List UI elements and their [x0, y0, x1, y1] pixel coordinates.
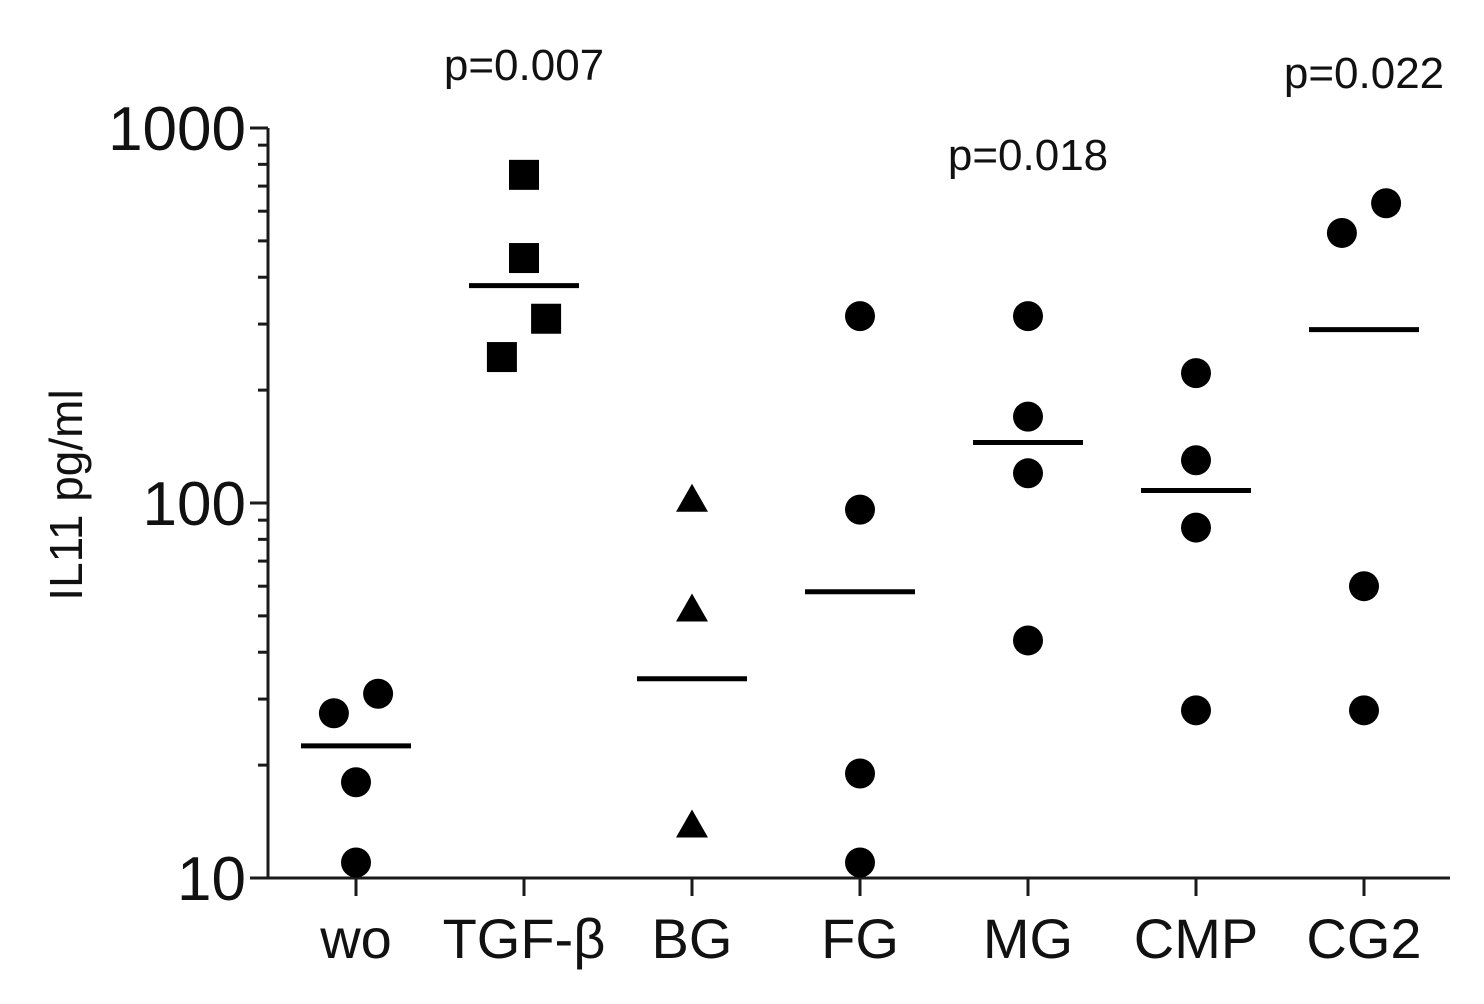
data-point-circle — [1371, 188, 1402, 219]
data-point-circle — [1181, 512, 1211, 543]
data-point-triangle — [676, 593, 708, 622]
y-ticks: 10 100 1000 — [108, 95, 268, 914]
p-value-label: p=0.007 — [444, 41, 604, 90]
data-point-circle — [1013, 625, 1043, 656]
p-value-label: p=0.022 — [1284, 49, 1444, 98]
y-axis-label: IL11 pg/ml — [40, 389, 92, 600]
y-tick-label: 10 — [177, 845, 246, 914]
data-point-circle — [341, 767, 371, 798]
y-tick-label: 100 — [143, 470, 246, 539]
data-point-circle — [363, 678, 394, 709]
data-point-triangle — [676, 483, 708, 512]
x-tick-label: wo — [319, 907, 392, 970]
p-value-annotations: p=0.007 p=0.018 p=0.022 — [444, 41, 1444, 180]
data-point-circle — [318, 698, 349, 729]
data-points — [318, 159, 1402, 878]
data-point-square — [509, 243, 539, 274]
x-tick-label: MG — [983, 907, 1073, 970]
x-tick-label: BG — [652, 907, 733, 970]
data-point-circle — [1349, 695, 1379, 726]
data-point-circle — [845, 847, 875, 878]
p-value-label: p=0.018 — [948, 131, 1108, 180]
x-ticks: wo TGF-β BG FG MG CMP CG2 — [319, 878, 1422, 970]
data-point-circle — [1013, 458, 1043, 489]
group-means — [301, 283, 1419, 749]
x-tick-label: CG2 — [1306, 907, 1421, 970]
y-tick-label: 1000 — [108, 95, 246, 164]
data-point-square — [486, 342, 517, 373]
data-point-triangle — [676, 809, 708, 838]
x-tick-label: CMP — [1134, 907, 1258, 970]
data-point-square — [531, 303, 562, 334]
data-point-circle — [845, 494, 875, 525]
data-point-circle — [845, 301, 875, 332]
x-tick-label: TGF-β — [443, 907, 606, 970]
data-point-circle — [845, 758, 875, 789]
data-point-circle — [1326, 217, 1357, 248]
data-point-circle — [1181, 358, 1211, 389]
data-point-circle — [1181, 445, 1211, 476]
x-tick-label: FG — [821, 907, 899, 970]
data-point-circle — [1181, 695, 1211, 726]
data-point-circle — [1349, 571, 1379, 602]
data-point-square — [509, 159, 539, 190]
data-point-circle — [1013, 301, 1043, 332]
data-point-circle — [1013, 401, 1043, 432]
data-point-circle — [341, 847, 371, 878]
